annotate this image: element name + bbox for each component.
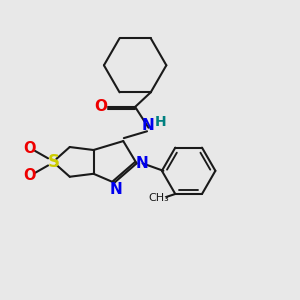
- Text: N: N: [136, 156, 148, 171]
- Text: H: H: [155, 115, 167, 129]
- Text: S: S: [47, 153, 59, 171]
- Text: O: O: [94, 99, 107, 114]
- Text: O: O: [23, 141, 36, 156]
- Text: N: N: [110, 182, 122, 197]
- Text: O: O: [23, 168, 36, 183]
- Text: N: N: [141, 118, 154, 133]
- Text: CH₃: CH₃: [148, 194, 169, 203]
